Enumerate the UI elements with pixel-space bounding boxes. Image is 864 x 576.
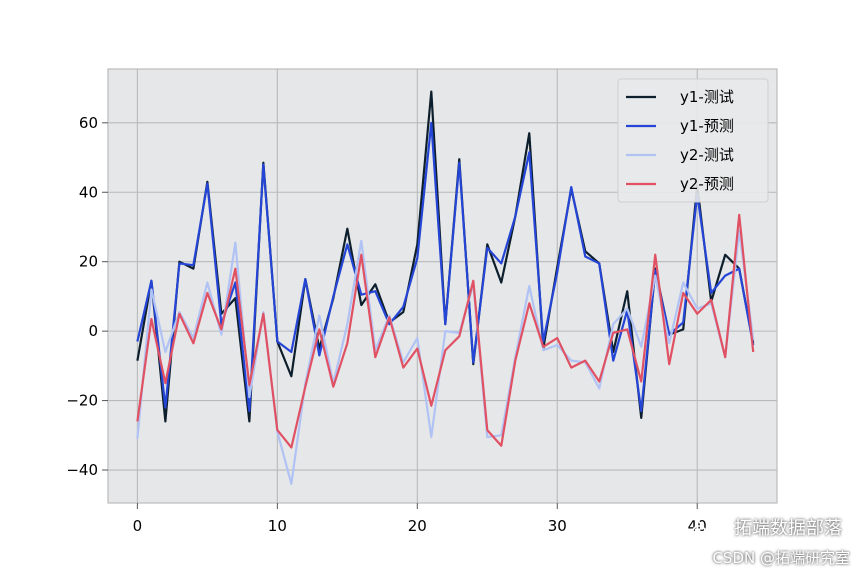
y-axis: −40 −20 0 20 40 60 [66,114,108,479]
y-tick-label: −20 [66,392,98,410]
y-tick-label: 60 [79,114,98,132]
x-tick-label: 10 [268,517,287,535]
legend-label: y2-预测 [680,175,734,193]
watermark-brand: 拓端数据部落 [734,518,842,539]
x-tick-label: 20 [408,517,427,535]
series-lines [136,90,755,485]
x-axis: 0 10 20 30 40 [133,503,707,535]
y-tick-label: −40 [66,461,98,479]
y-tick-label: 40 [79,183,98,201]
y-tick-label: 0 [88,322,98,340]
watermark-csdn: CSDN @拓端研究室 [712,549,850,567]
legend-label: y1-测试 [680,88,734,106]
legend-label: y2-测试 [680,146,734,164]
series-line-2 [136,121,755,413]
legend: y1-测试 y1-预测 y2-测试 y2-预测 [617,78,769,203]
x-tick-label: 0 [133,517,143,535]
series-line-4 [136,213,755,449]
plot-frame [107,68,778,504]
legend-box [617,78,769,203]
legend-label: y1-预测 [680,117,734,135]
y-tick-label: 20 [79,253,98,271]
wechat-icon [684,518,706,537]
x-tick-label: 30 [548,517,567,535]
